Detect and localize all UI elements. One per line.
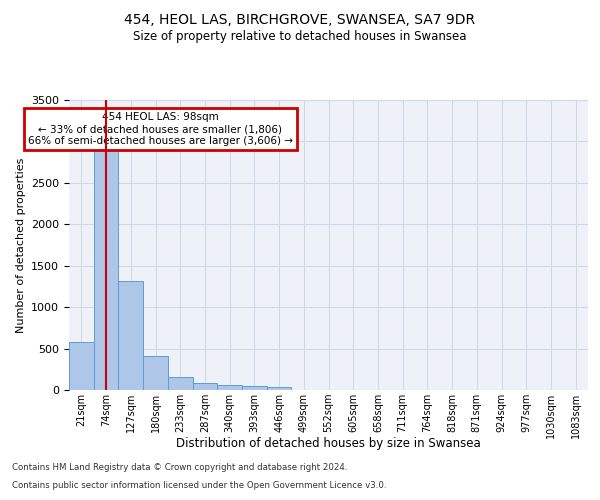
Bar xyxy=(193,384,217,390)
Bar xyxy=(69,342,94,390)
Y-axis label: Number of detached properties: Number of detached properties xyxy=(16,158,26,332)
Text: Size of property relative to detached houses in Swansea: Size of property relative to detached ho… xyxy=(133,30,467,43)
Bar xyxy=(267,387,292,390)
Text: Contains public sector information licensed under the Open Government Licence v3: Contains public sector information licen… xyxy=(12,481,386,490)
Bar xyxy=(217,386,242,390)
Bar xyxy=(118,281,143,390)
Bar xyxy=(242,386,267,390)
Bar xyxy=(143,356,168,390)
Bar xyxy=(94,150,118,390)
Text: 454 HEOL LAS: 98sqm
← 33% of detached houses are smaller (1,806)
66% of semi-det: 454 HEOL LAS: 98sqm ← 33% of detached ho… xyxy=(28,112,293,146)
Text: Contains HM Land Registry data © Crown copyright and database right 2024.: Contains HM Land Registry data © Crown c… xyxy=(12,464,347,472)
Bar xyxy=(168,377,193,390)
Text: Distribution of detached houses by size in Swansea: Distribution of detached houses by size … xyxy=(176,438,481,450)
Text: 454, HEOL LAS, BIRCHGROVE, SWANSEA, SA7 9DR: 454, HEOL LAS, BIRCHGROVE, SWANSEA, SA7 … xyxy=(124,12,476,26)
